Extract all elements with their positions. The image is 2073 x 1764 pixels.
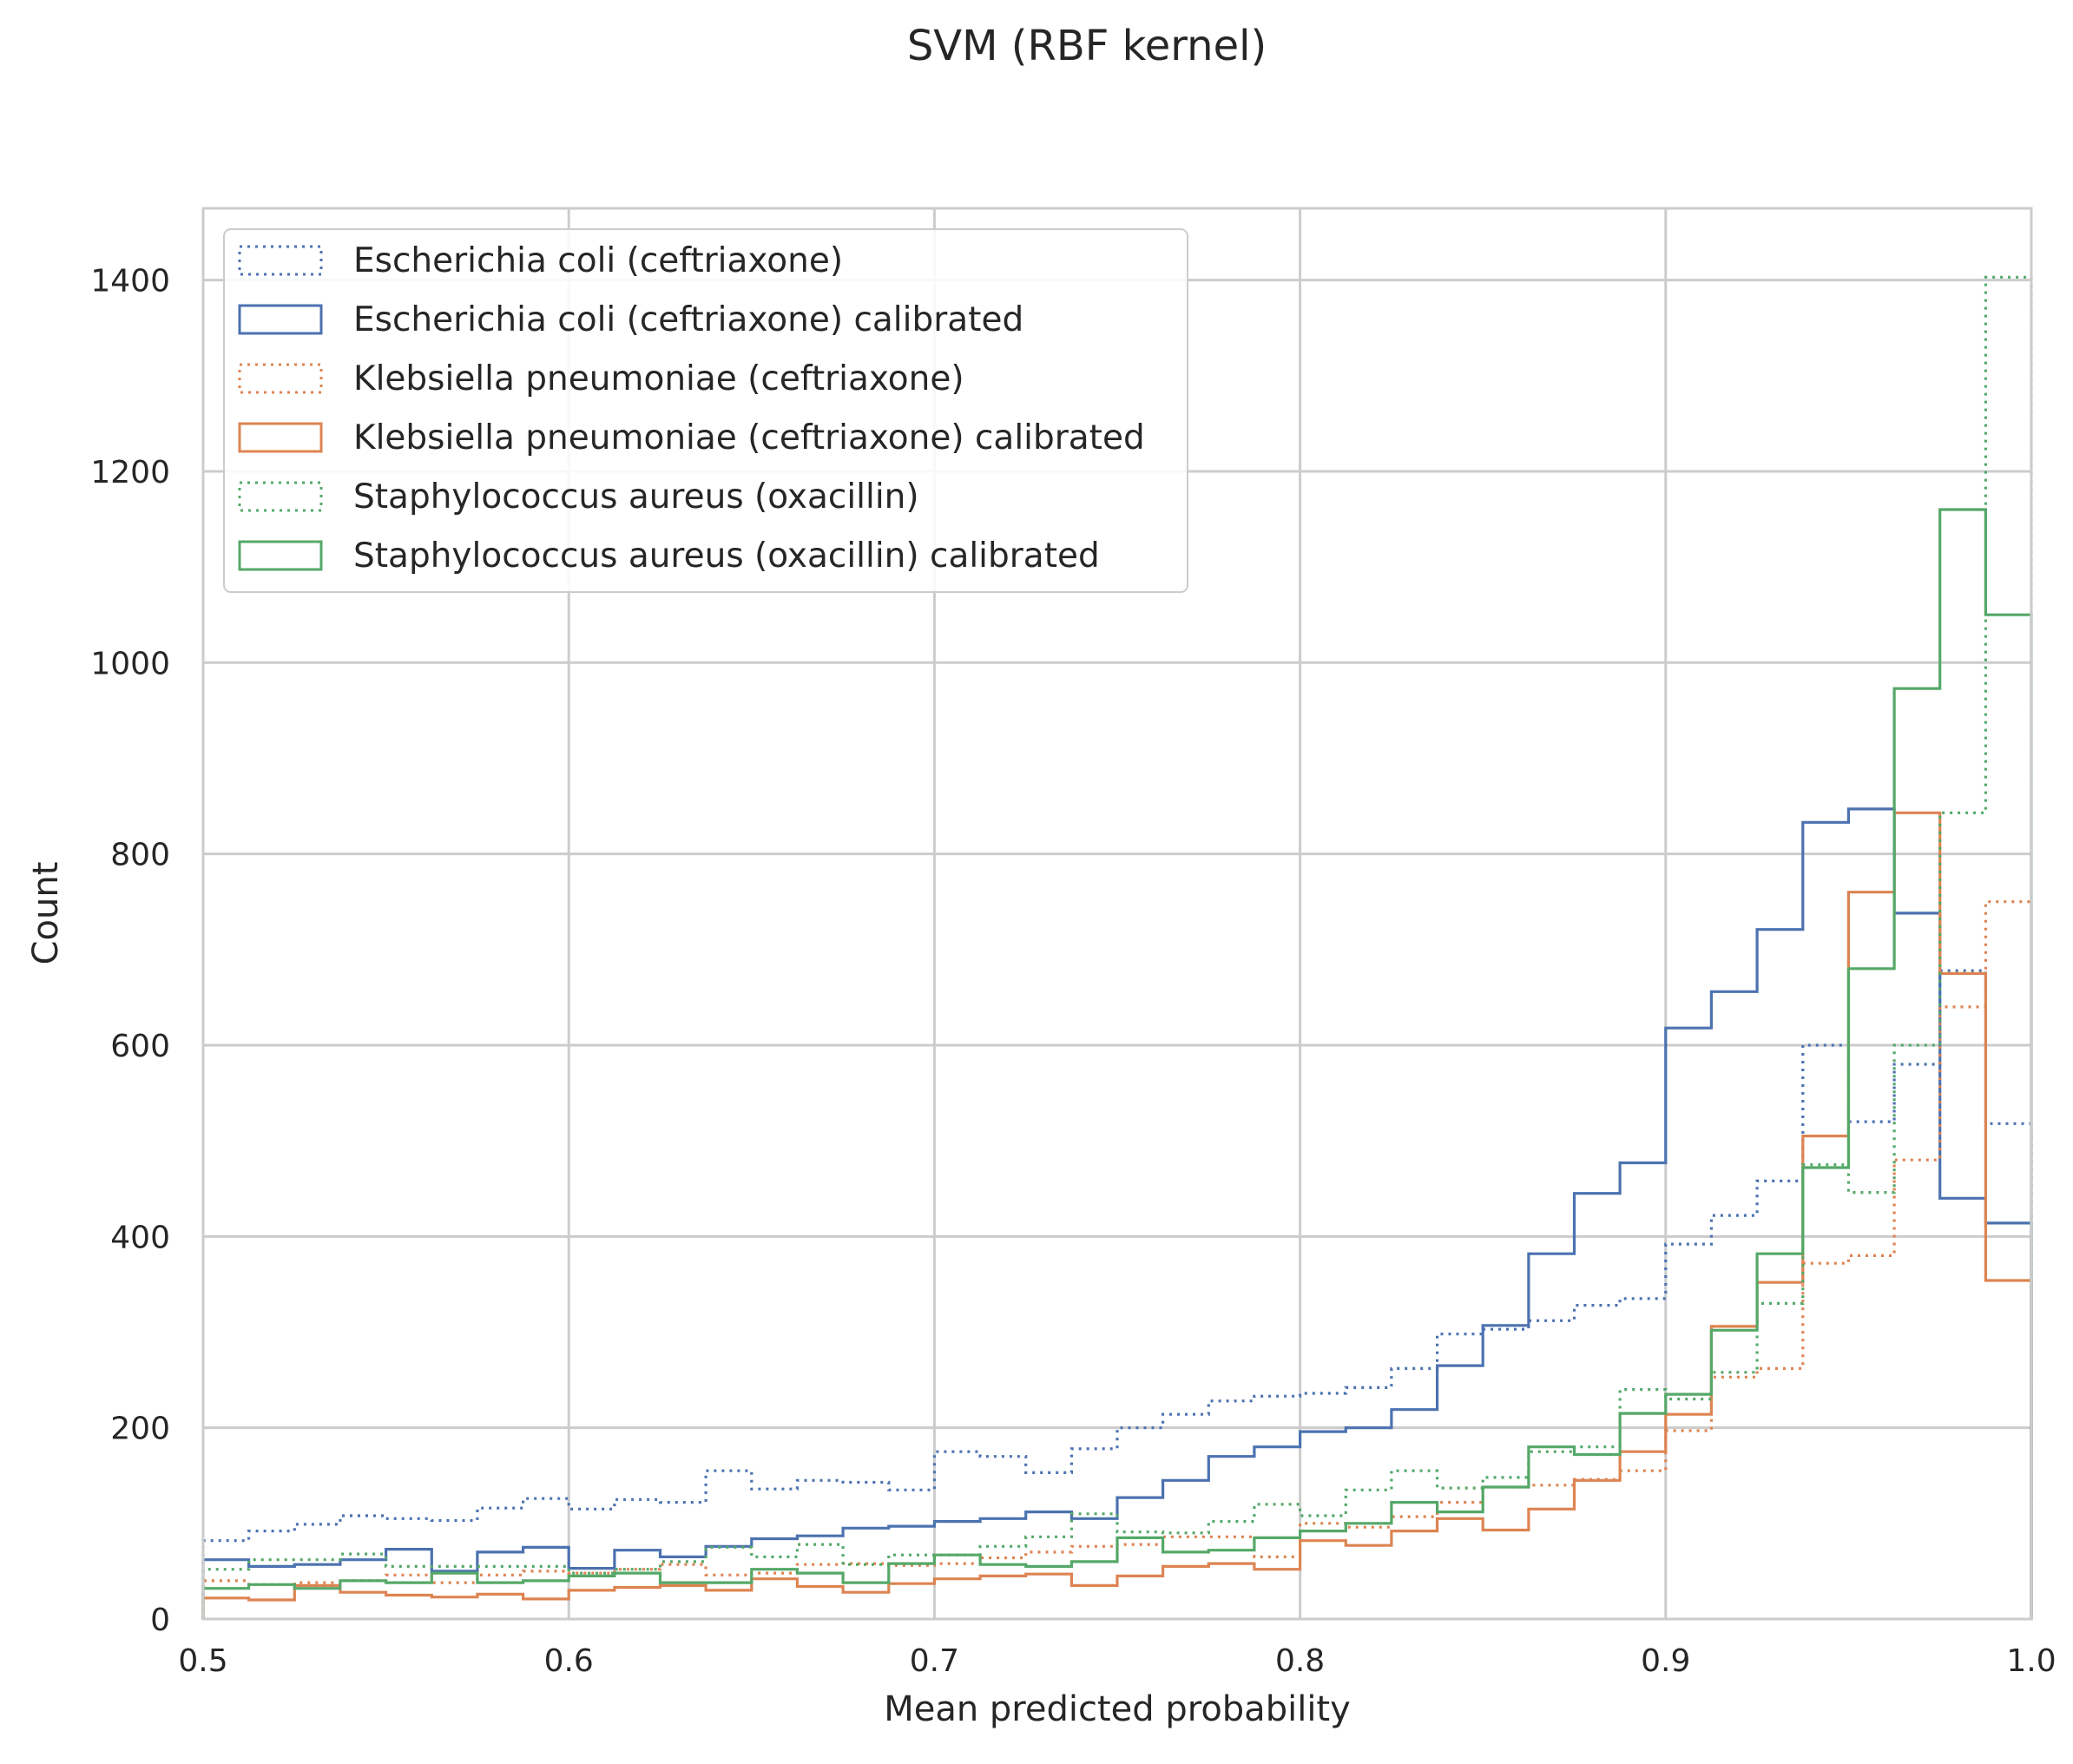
- legend: Escherichia coli (ceftriaxone) Escherichi…: [223, 228, 1188, 593]
- legend-label: Escherichia coli (ceftriaxone) calibrate…: [353, 300, 1023, 339]
- y-tick-label: 1000: [90, 646, 170, 681]
- y-axis-label: Count: [26, 862, 66, 965]
- chart-title: SVM (RBF kernel): [907, 22, 1267, 70]
- x-tick-label: 1.0: [2006, 1643, 2056, 1679]
- legend-swatch: [238, 422, 323, 453]
- series-layer: [201, 275, 2033, 1619]
- y-tick-label: 600: [110, 1029, 170, 1064]
- series-line-5: [201, 275, 2033, 1619]
- y-tick-label: 1200: [90, 455, 170, 490]
- legend-swatch: [238, 481, 323, 512]
- legend-label: Klebsiella pneumoniae (ceftriaxone): [353, 359, 964, 398]
- legend-box: [223, 228, 1188, 593]
- series-line-4: [201, 811, 2033, 1619]
- x-tick-label: 0.5: [178, 1643, 227, 1679]
- y-tick-label: 0: [150, 1603, 170, 1638]
- legend-label: Escherichia coli (ceftriaxone): [353, 241, 843, 280]
- x-axis: 0.5 0.6 0.7 0.8 0.9 1.0: [178, 1643, 2056, 1679]
- x-tick-label: 0.8: [1275, 1643, 1325, 1679]
- legend-label: Staphylococcus aureus (oxacillin): [353, 477, 919, 517]
- x-axis-label: Mean predicted probability: [884, 1689, 1351, 1729]
- legend-swatch: [238, 304, 323, 335]
- series-line-1: [201, 969, 2033, 1619]
- legend-label: Klebsiella pneumoniae (ceftriaxone) cali…: [353, 418, 1145, 457]
- series-line-2: [201, 807, 2033, 1619]
- y-tick-label: 200: [110, 1412, 170, 1447]
- y-tick-label: 1400: [90, 264, 170, 299]
- legend-swatch: [238, 245, 323, 276]
- y-tick-label: 400: [110, 1220, 170, 1255]
- y-axis: 0 200 400 600 800 1000 1200 1400: [90, 264, 170, 1638]
- x-tick-label: 0.6: [544, 1643, 594, 1679]
- plot-frame: [201, 207, 2033, 1621]
- x-tick-label: 0.9: [1641, 1643, 1690, 1679]
- legend-label: Staphylococcus aureus (oxacillin) calibr…: [353, 536, 1100, 576]
- series-line-6: [201, 508, 2033, 1619]
- x-tick-label: 0.7: [910, 1643, 959, 1679]
- y-tick-label: 800: [110, 838, 170, 873]
- legend-swatch: [238, 363, 323, 394]
- legend-swatch: [238, 540, 323, 571]
